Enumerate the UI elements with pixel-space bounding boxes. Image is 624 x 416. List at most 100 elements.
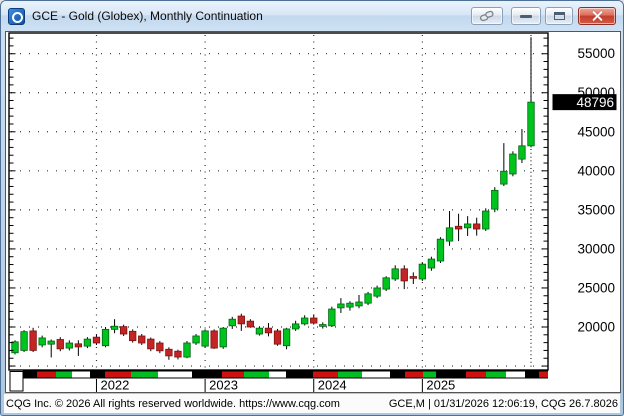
bar-ribbon-segment: [338, 371, 362, 378]
bar-ribbon-segment: [56, 371, 72, 378]
price-label: 40000: [577, 163, 615, 178]
candle-up[interactable]: [391, 268, 399, 280]
candle-down[interactable]: [400, 268, 408, 282]
candle-up[interactable]: [527, 101, 535, 147]
candle-up[interactable]: [183, 342, 191, 358]
candle-up[interactable]: [101, 328, 110, 347]
candle-down[interactable]: [174, 350, 182, 358]
candle-down[interactable]: [92, 336, 101, 344]
bar-ribbon-segment: [486, 371, 506, 378]
bar-ribbon-segment: [506, 371, 525, 378]
candle-up[interactable]: [418, 263, 427, 280]
candle-up[interactable]: [500, 170, 508, 185]
price-label: 25000: [577, 280, 615, 295]
candle-up[interactable]: [427, 258, 436, 269]
candle-down[interactable]: [129, 330, 137, 342]
candle-up[interactable]: [219, 327, 227, 348]
candle-down[interactable]: [147, 338, 155, 350]
price-label: 20000: [577, 320, 615, 335]
candle-down[interactable]: [264, 327, 273, 334]
candle-up[interactable]: [11, 341, 19, 354]
year-label: 2024: [318, 378, 347, 393]
candle-up[interactable]: [255, 327, 264, 335]
candle-down[interactable]: [138, 335, 146, 344]
bar-ribbon-segment: [131, 371, 158, 378]
candle-down[interactable]: [273, 330, 282, 345]
candle-down[interactable]: [29, 330, 37, 351]
window-controls: [467, 7, 616, 25]
candle-up[interactable]: [491, 189, 499, 210]
close-button[interactable]: [578, 7, 616, 25]
window-titlebar[interactable]: GCE - Gold (Globex), Monthly Continuatio…: [1, 1, 623, 31]
candle-down[interactable]: [165, 348, 173, 357]
candle-up[interactable]: [463, 223, 472, 229]
candle-up[interactable]: [337, 303, 345, 309]
minimize-button[interactable]: [511, 7, 541, 25]
candle-up[interactable]: [110, 325, 119, 330]
year-label: 2023: [209, 378, 238, 393]
candle-up[interactable]: [192, 335, 200, 344]
candle-down[interactable]: [454, 225, 463, 230]
candle-up[interactable]: [382, 277, 390, 290]
axis-corner-box: [9, 371, 24, 392]
candle-down[interactable]: [409, 276, 417, 279]
bar-ribbon-segment: [313, 371, 338, 378]
candle-up[interactable]: [83, 338, 92, 347]
candle-down[interactable]: [156, 342, 164, 352]
candle-down[interactable]: [246, 320, 255, 328]
candle-down[interactable]: [473, 223, 481, 230]
candle-down[interactable]: [237, 315, 245, 325]
bar-ribbon-segment: [90, 371, 105, 378]
link-button[interactable]: [471, 7, 503, 25]
cqg-logo-icon[interactable]: [8, 7, 25, 25]
candle-up[interactable]: [228, 318, 236, 327]
candle-down[interactable]: [119, 326, 128, 335]
close-icon: [592, 11, 603, 22]
candle-up[interactable]: [509, 153, 517, 175]
maximize-button[interactable]: [545, 7, 573, 25]
status-bar: CQG Inc. © 2026 All rights reserved worl…: [4, 394, 620, 413]
candle-down[interactable]: [310, 317, 318, 324]
price-label: 55000: [577, 46, 615, 61]
candle-up[interactable]: [20, 331, 28, 351]
bar-ribbon-segment: [23, 371, 37, 378]
candle-up[interactable]: [373, 287, 381, 297]
candle-up[interactable]: [201, 330, 209, 347]
candle-up[interactable]: [38, 337, 46, 346]
candle-down[interactable]: [74, 343, 83, 348]
maximize-icon: [553, 12, 565, 20]
bar-ribbon-segment: [525, 371, 539, 378]
plot-border: [8, 32, 549, 371]
candle-up[interactable]: [436, 238, 445, 262]
bar-ribbon-segment: [72, 371, 90, 378]
candle-up[interactable]: [482, 210, 490, 230]
candle-up[interactable]: [319, 324, 327, 327]
candle-up[interactable]: [364, 293, 372, 304]
candle-down[interactable]: [210, 330, 218, 349]
price-label: 45000: [577, 124, 615, 139]
candle-up[interactable]: [328, 308, 336, 327]
chart-panel: 2022 2023 2024 2025 55000 50000 45000 40000 3500…: [5, 31, 621, 393]
candle-up[interactable]: [518, 145, 526, 160]
bar-ribbon-segment: [405, 371, 423, 378]
price-label: 30000: [577, 241, 615, 256]
candle-up[interactable]: [65, 342, 73, 349]
candle-up[interactable]: [346, 302, 354, 308]
bar-ribbon-segment: [466, 371, 486, 378]
candle-up[interactable]: [282, 328, 291, 347]
candle-up[interactable]: [355, 301, 363, 307]
candle-down[interactable]: [56, 339, 64, 350]
year-label: 2025: [426, 378, 455, 393]
candle-up[interactable]: [301, 317, 309, 325]
bar-ribbon-segment: [37, 371, 56, 378]
candle-up[interactable]: [47, 340, 55, 345]
candle-up[interactable]: [445, 227, 454, 242]
last-price-value: 48796: [576, 95, 614, 110]
bar-ribbon-segment: [222, 371, 244, 378]
year-label: 2022: [100, 378, 129, 393]
price-chart[interactable]: 2022 2023 2024 2025550005000045000400003500…: [6, 32, 620, 392]
candle-up[interactable]: [291, 323, 300, 330]
window-title: GCE - Gold (Globex), Monthly Continuatio…: [32, 9, 263, 23]
bar-ribbon-segment: [158, 371, 192, 378]
price-label: 35000: [577, 202, 615, 217]
